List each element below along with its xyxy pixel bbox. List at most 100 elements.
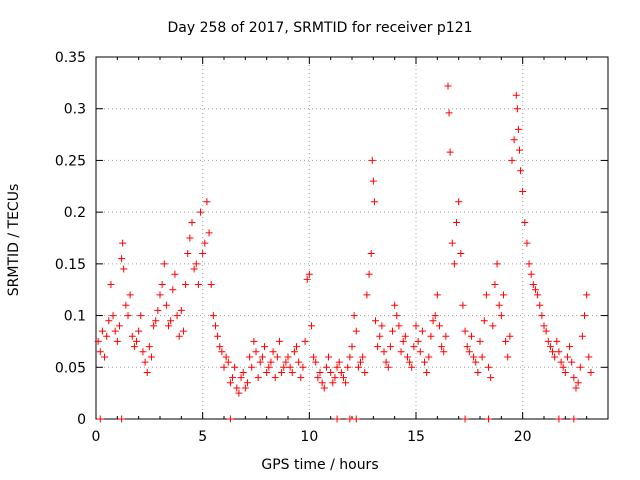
data-point — [448, 239, 456, 247]
data-point — [412, 322, 420, 330]
data-point — [408, 363, 416, 371]
data-point — [534, 291, 542, 299]
data-point — [348, 343, 356, 351]
data-point — [220, 363, 228, 371]
data-point — [290, 348, 298, 356]
data-point — [542, 327, 550, 335]
data-point — [333, 363, 341, 371]
data-point — [576, 363, 584, 371]
data-point — [502, 337, 510, 345]
data-point — [433, 291, 441, 299]
data-point — [397, 348, 405, 356]
data-point — [476, 337, 484, 345]
data-point — [152, 317, 160, 325]
data-point — [267, 358, 275, 366]
data-point — [425, 353, 433, 361]
data-point — [284, 353, 292, 361]
data-point — [118, 255, 126, 263]
data-point — [312, 358, 320, 366]
data-point — [101, 353, 109, 361]
data-point — [540, 322, 548, 330]
data-point — [521, 218, 529, 226]
data-point — [357, 358, 365, 366]
data-points — [94, 82, 595, 423]
data-point — [316, 368, 324, 376]
data-point — [293, 343, 301, 351]
data-point — [346, 415, 354, 423]
data-point — [585, 353, 593, 361]
data-point — [506, 332, 514, 340]
data-point — [363, 291, 371, 299]
data-point — [444, 82, 452, 90]
data-point — [218, 348, 226, 356]
data-point — [275, 337, 283, 345]
data-point — [173, 312, 181, 320]
data-point — [510, 136, 518, 144]
data-point — [335, 358, 343, 366]
data-point — [203, 198, 211, 206]
data-point — [559, 363, 567, 371]
data-point — [143, 368, 151, 376]
data-point — [463, 343, 471, 351]
data-point — [126, 291, 134, 299]
data-point — [184, 250, 192, 258]
data-point — [175, 332, 183, 340]
data-point — [194, 281, 202, 289]
data-point — [453, 218, 461, 226]
data-point — [359, 353, 367, 361]
data-point — [493, 260, 501, 268]
data-point — [519, 187, 527, 195]
data-point — [536, 301, 544, 309]
data-point — [474, 368, 482, 376]
data-point — [587, 368, 595, 376]
data-point — [344, 363, 352, 371]
data-point — [331, 374, 339, 382]
data-point — [252, 348, 260, 356]
data-point — [325, 353, 333, 361]
data-point — [239, 368, 247, 376]
data-point — [197, 208, 205, 216]
y-tick-label: 0 — [77, 412, 86, 428]
data-point — [237, 374, 245, 382]
data-point — [94, 337, 102, 345]
data-point — [96, 348, 104, 356]
data-point — [406, 358, 414, 366]
data-point — [427, 332, 435, 340]
y-axis-label: SRMTID / TECUs — [6, 183, 22, 297]
data-point — [224, 358, 232, 366]
data-point — [113, 337, 121, 345]
data-point — [320, 384, 328, 392]
data-point — [216, 343, 224, 351]
data-point — [504, 353, 512, 361]
data-point — [235, 389, 243, 397]
data-point — [139, 348, 147, 356]
data-point — [314, 374, 322, 382]
data-point — [489, 322, 497, 330]
data-point — [555, 415, 563, 423]
x-tick-label: 5 — [198, 429, 207, 445]
data-point — [205, 229, 213, 237]
data-point — [130, 343, 138, 351]
data-point — [305, 270, 313, 278]
data-point — [563, 353, 571, 361]
data-point — [273, 353, 281, 361]
data-point — [440, 348, 448, 356]
y-tick-label: 0.3 — [64, 102, 86, 118]
data-point — [265, 363, 273, 371]
data-point — [346, 353, 354, 361]
data-point — [188, 218, 196, 226]
data-point — [370, 198, 378, 206]
data-point — [515, 146, 523, 154]
data-point — [368, 156, 376, 164]
data-point — [482, 291, 490, 299]
data-point — [371, 317, 379, 325]
data-point — [261, 343, 269, 351]
data-point — [555, 348, 563, 356]
data-point — [229, 374, 237, 382]
data-point — [278, 368, 286, 376]
data-point — [446, 148, 454, 156]
data-point — [578, 332, 586, 340]
data-point — [478, 353, 486, 361]
data-point — [553, 337, 561, 345]
data-point — [485, 415, 493, 423]
